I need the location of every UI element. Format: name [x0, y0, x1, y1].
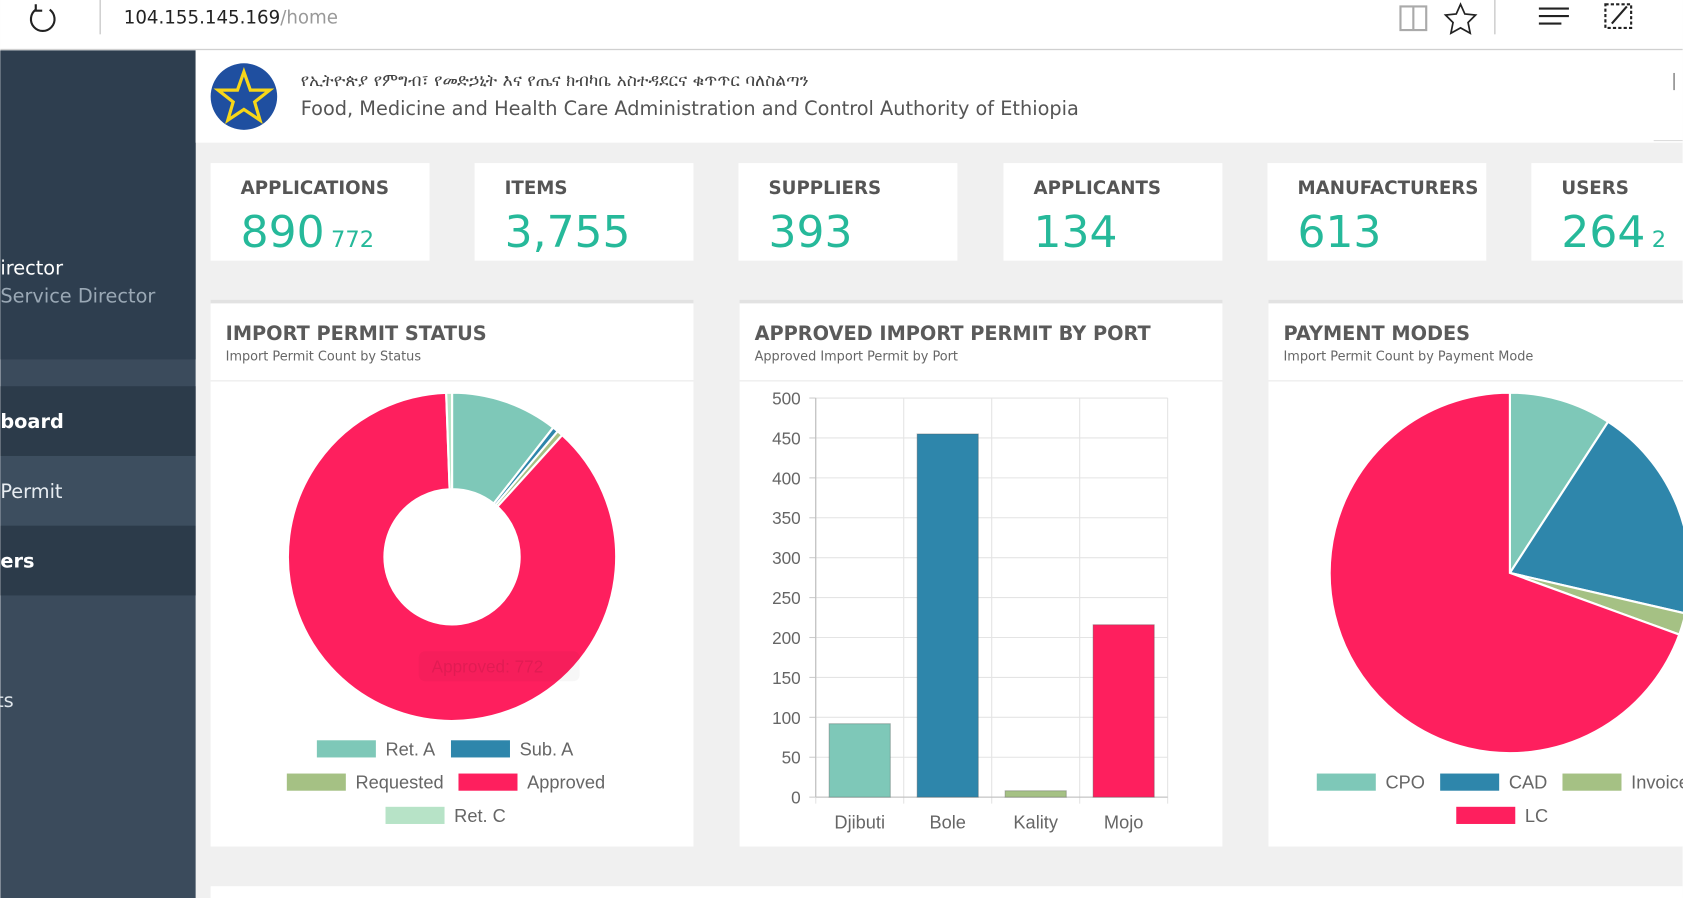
legend-label: Ret. A: [386, 738, 436, 759]
stat-card: [1531, 163, 1683, 261]
legend-swatch: [458, 773, 518, 791]
menu-item[interactable]: board: [0, 410, 63, 433]
legend-swatch: [1562, 773, 1622, 791]
menu-item[interactable]: ts: [0, 689, 14, 712]
slice: [445, 391, 454, 491]
stat-card: [738, 163, 958, 261]
x-tick-label: Kality: [1013, 811, 1058, 832]
stat-label: ITEMS: [505, 178, 568, 199]
x-tick-label: Djibuti: [834, 811, 885, 832]
menu-item-bg: [0, 525, 196, 596]
panel: [210, 303, 694, 847]
slice: [1508, 391, 1610, 577]
legend-label: CPO: [1385, 772, 1424, 793]
slice: [1508, 420, 1683, 614]
x-tick-label: Bole: [929, 811, 965, 832]
stat-label: MANUFACTURERS: [1297, 178, 1478, 199]
legend-swatch: [286, 773, 346, 791]
header: [195, 50, 1683, 143]
bar: [916, 433, 979, 798]
refresh-button[interactable]: [29, 4, 56, 32]
y-tick-label: 200: [772, 628, 801, 648]
browser-bar: [0, 0, 1683, 50]
slice: [286, 391, 618, 723]
y-tick-label: 500: [772, 388, 801, 408]
header-title: Food, Medicine and Health Care Administr…: [301, 97, 1079, 120]
stat-label: USERS: [1561, 178, 1629, 199]
stat-card: [1003, 163, 1223, 261]
stat-value: 134: [1034, 207, 1118, 258]
legend-swatch: [385, 806, 445, 824]
stat-card: [474, 163, 694, 261]
hub[interactable]: [1538, 7, 1569, 25]
panel-title: IMPORT PERMIT STATUS: [226, 322, 487, 345]
panel-subtitle: Approved Import Permit by Port: [755, 349, 958, 364]
stat-value: 890: [241, 207, 325, 258]
legend-swatch: [450, 740, 510, 758]
menu-item-bg: [0, 386, 196, 456]
panel-title: PAYMENT MODES: [1284, 322, 1471, 345]
user-role: irector: [0, 257, 63, 280]
legend-label: CAD: [1509, 772, 1547, 793]
logo: [210, 63, 278, 130]
stat-label: SUPPLIERS: [769, 178, 882, 199]
panel-subtitle: Import Permit Count by Status: [226, 349, 422, 364]
bar: [828, 723, 891, 798]
panel-title: APPROVED IMPORT PERMIT BY PORT: [755, 322, 1152, 345]
content: APPLICATIONS 890 772 ITEMS 3,755 SUPPLIERS 393…: [210, 163, 1683, 847]
stat-value: 3,755: [505, 207, 631, 258]
legend-label: LC: [1525, 805, 1548, 826]
y-tick-label: 50: [782, 748, 801, 768]
stat-value: 264: [1561, 207, 1645, 258]
url[interactable]: 104.155.145.169/home: [124, 8, 338, 29]
y-tick-label: 350: [772, 508, 801, 528]
y-tick-label: 450: [772, 428, 801, 448]
menu-item[interactable]: Permit: [0, 480, 63, 503]
legend-label: Approved: [527, 772, 605, 793]
y-tick-label: 0: [791, 788, 801, 808]
stat-sub-value: 772: [331, 227, 374, 253]
stat-sub-value: 2: [1652, 227, 1666, 253]
legend-swatch: [316, 740, 376, 758]
header-title-amharic: የኢትዮጵያ የምግብ፣ የመድኃኒት እና የጤና ክብካቤ አስተዳደርና …: [301, 71, 809, 91]
next-panel: [210, 886, 1683, 898]
panel-subtitle: Import Permit Count by Payment Mode: [1284, 349, 1534, 364]
url-path: /home: [280, 8, 338, 29]
tooltip: Approved: 772: [432, 657, 544, 677]
legend-swatch: [1316, 773, 1376, 791]
menu-item-bg: [0, 455, 196, 526]
legend-label: Sub. A: [520, 738, 575, 759]
slice: [1328, 391, 1681, 755]
favorite[interactable]: [1443, 2, 1478, 35]
legend-label: Requested: [355, 772, 443, 793]
legend-label: Ret. C: [454, 805, 506, 826]
stat-value: 393: [769, 207, 853, 258]
reading-view[interactable]: [1399, 5, 1428, 32]
stat-card: [210, 163, 430, 261]
y-tick-label: 300: [772, 548, 801, 568]
bar: [1004, 790, 1067, 798]
bar: [1092, 624, 1155, 798]
stat-value: 613: [1297, 207, 1381, 258]
legend-swatch: [1456, 806, 1516, 824]
legend-label: Invoice: [1631, 772, 1683, 793]
legend-swatch: [1440, 773, 1500, 791]
stat-card: [1267, 163, 1487, 261]
user-title: Service Director: [0, 285, 155, 308]
y-tick-label: 100: [772, 708, 801, 728]
y-tick-label: 400: [772, 468, 801, 488]
profile-panel: [0, 50, 196, 360]
stat-label: APPLICATIONS: [241, 178, 389, 199]
stat-label: APPLICANTS: [1034, 178, 1161, 199]
url-host: 104.155.145.169: [124, 8, 280, 29]
x-tick-label: Mojo: [1104, 811, 1144, 832]
y-tick-label: 250: [772, 588, 801, 608]
y-tick-label: 150: [772, 668, 801, 688]
menu-item[interactable]: ers: [0, 550, 34, 573]
